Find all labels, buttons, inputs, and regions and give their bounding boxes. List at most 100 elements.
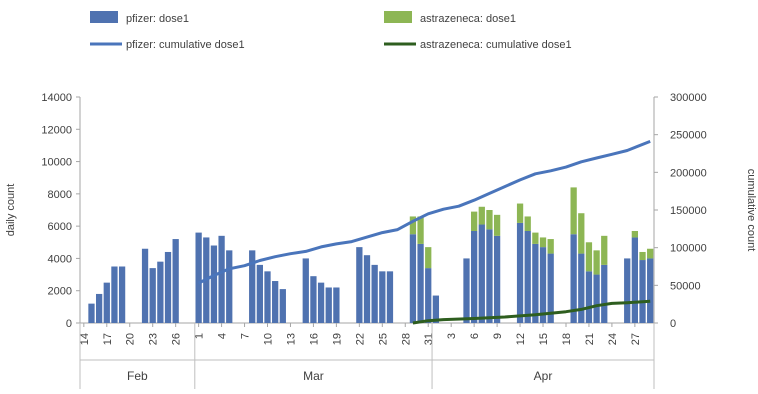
pfizer-dose1-bar: [371, 264, 378, 323]
astrazeneca-dose1-bar: [471, 211, 478, 231]
pfizer-dose1-bar: [256, 264, 263, 323]
astrazeneca-dose1-bar: [570, 187, 577, 235]
x-tick-label: 28: [400, 333, 412, 345]
y-left-tick-label: 14000: [41, 92, 72, 104]
astrazeneca-dose1-bar: [524, 216, 531, 231]
x-tick-label: 1: [194, 333, 206, 339]
pfizer-dose1-bar: [647, 258, 654, 323]
pfizer-dose1-bar: [95, 293, 103, 323]
y-right-tick-label: 150000: [670, 205, 707, 217]
x-tick-label: 16: [308, 333, 320, 345]
pfizer-dose1-bar: [432, 295, 440, 323]
astrazeneca-dose1-bar: [532, 232, 539, 244]
x-tick-label: 18: [561, 333, 573, 345]
y-right-tick-label: 50000: [670, 280, 701, 292]
astrazeneca-dose1-bar: [409, 216, 417, 235]
x-tick-label: 4: [217, 333, 229, 339]
pfizer-dose1-bar: [226, 250, 233, 323]
x-tick-label: 6: [469, 333, 481, 339]
astrazeneca-dose1-bar: [578, 213, 585, 254]
pfizer-dose1-bar: [302, 258, 309, 323]
astrazeneca-dose1-bar: [486, 210, 493, 230]
y-left-tick-label: 10000: [41, 157, 72, 169]
x-tick-label: 13: [285, 333, 297, 345]
legend-swatch-bar: [90, 11, 118, 23]
pfizer-dose1-bar: [325, 287, 332, 323]
pfizer-dose1-bar: [310, 276, 317, 323]
astrazeneca-dose1-bar: [547, 239, 554, 254]
x-tick-label: 14: [79, 333, 91, 345]
pfizer-cumulative-line: [197, 140, 651, 285]
legend-swatch-bar: [384, 11, 412, 23]
astrazeneca-dose1-bar: [539, 237, 547, 248]
x-tick-label: 31: [423, 333, 435, 345]
x-tick-label: 7: [240, 333, 252, 339]
x-tick-label: 15: [538, 333, 550, 345]
x-tick-label: 24: [607, 333, 619, 345]
y-left-tick-label: 8000: [48, 189, 72, 201]
pfizer-dose1-bar: [486, 229, 493, 323]
pfizer-dose1-bar: [493, 235, 501, 323]
astrazeneca-dose1-bar: [639, 251, 646, 261]
pfizer-dose1-bar: [624, 258, 631, 323]
pfizer-dose1-bar: [593, 274, 600, 323]
pfizer-dose1-bar: [547, 253, 554, 323]
x-tick-label: 12: [515, 333, 527, 345]
astrazeneca-cumulative-line: [412, 299, 651, 325]
month-label: Mar: [303, 369, 324, 383]
pfizer-dose1-bar: [118, 266, 126, 323]
x-tick-label: 10: [263, 333, 275, 345]
month-label: Feb: [127, 369, 148, 383]
y-right-axis-title: cumulative count: [745, 169, 757, 252]
pfizer-dose1-bar: [172, 239, 179, 323]
legend-label: pfizer: dose1: [126, 13, 189, 25]
pfizer-dose1-bar: [218, 235, 225, 323]
pfizer-dose1-bar: [279, 289, 286, 323]
x-tick-label: 19: [331, 333, 343, 345]
pfizer-dose1-bar: [524, 230, 531, 323]
y-right-tick-label: 0: [670, 318, 676, 330]
pfizer-dose1-bar: [157, 261, 164, 323]
y-right-tick-label: 100000: [670, 243, 707, 255]
pfizer-dose1-bar: [570, 234, 577, 323]
pfizer-dose1-bar: [425, 268, 432, 323]
x-tick-label: 9: [492, 333, 504, 339]
pfizer-dose1-bar: [417, 243, 424, 323]
pfizer-dose1-bar: [539, 247, 547, 323]
y-right-tick-label: 300000: [670, 92, 707, 104]
pfizer-dose1-bar: [264, 271, 271, 323]
astrazeneca-dose1-bar: [585, 242, 593, 272]
pfizer-dose1-bar: [386, 271, 394, 323]
pfizer-dose1-bar: [578, 253, 585, 323]
astrazeneca-dose1-bar: [417, 216, 424, 244]
astrazeneca-dose1-bar: [478, 206, 485, 225]
x-tick-label: 20: [125, 333, 137, 345]
pfizer-dose1-bar: [141, 248, 149, 323]
x-tick-label: 26: [171, 333, 183, 345]
pfizer-dose1-bar: [164, 251, 172, 323]
pfizer-dose1-bar: [317, 282, 325, 323]
x-tick-label: 21: [584, 333, 596, 345]
pfizer-dose1-bar: [639, 260, 646, 323]
astrazeneca-dose1-bar: [631, 230, 639, 238]
y-right-tick-label: 200000: [670, 167, 707, 179]
pfizer-dose1-bar: [585, 271, 593, 323]
pfizer-dose1-bar: [478, 224, 485, 323]
astrazeneca-dose1-bar: [647, 248, 654, 259]
pfizer-dose1-bar: [210, 245, 218, 323]
pfizer-dose1-bar: [409, 234, 417, 323]
y-left-tick-label: 0: [66, 318, 72, 330]
astrazeneca-dose1-bar: [601, 235, 608, 265]
astrazeneca-dose1-bar: [593, 250, 600, 275]
astrazeneca-dose1-bar: [425, 247, 432, 269]
month-label: Apr: [534, 369, 553, 383]
x-tick-label: 22: [354, 333, 366, 345]
legend-label: astrazeneca: dose1: [420, 13, 516, 25]
y-left-tick-label: 6000: [48, 221, 72, 233]
pfizer-dose1-bar: [111, 266, 118, 323]
pfizer-dose1-bar: [463, 258, 470, 323]
pfizer-dose1-bar: [272, 281, 279, 323]
pfizer-dose1-bar: [103, 282, 110, 323]
